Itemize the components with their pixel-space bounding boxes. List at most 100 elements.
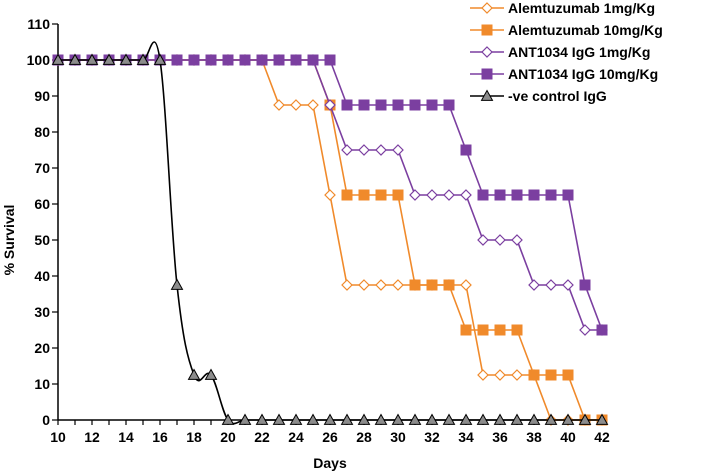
- y-tick-label: 90: [34, 88, 50, 104]
- data-point: [341, 144, 353, 156]
- data-point: [511, 324, 523, 336]
- legend-entry-1: Alemtuzumab 1mg/Kg: [470, 0, 655, 16]
- data-point: [544, 413, 558, 425]
- data-point: [425, 413, 439, 425]
- data-point: [527, 413, 541, 425]
- data-point: [392, 99, 404, 111]
- data-point: [460, 324, 472, 336]
- data-point: [442, 413, 456, 425]
- data-point: [493, 413, 507, 425]
- data-point: [511, 369, 523, 381]
- y-tick-label: 50: [34, 232, 50, 248]
- data-point: [375, 189, 387, 201]
- data-point: [374, 413, 388, 425]
- data-point: [238, 413, 252, 425]
- y-tick-label: 10: [34, 376, 50, 392]
- data-point: [307, 99, 319, 111]
- series-5: [51, 41, 609, 425]
- x-tick-label: 26: [322, 429, 338, 445]
- data-point: [324, 54, 336, 66]
- data-point: [409, 99, 421, 111]
- legend-entry-4: ANT1034 IgG 10mg/Kg: [470, 66, 658, 82]
- data-point: [494, 234, 506, 246]
- data-point: [392, 144, 404, 156]
- data-point: [409, 279, 421, 291]
- data-point: [460, 279, 472, 291]
- data-point: [68, 53, 82, 65]
- x-tick-label: 24: [288, 429, 304, 445]
- data-point: [170, 278, 184, 290]
- data-point: [375, 99, 387, 111]
- data-point: [290, 99, 302, 111]
- series-line: [58, 41, 602, 425]
- data-point: [375, 279, 387, 291]
- data-point: [511, 234, 523, 246]
- x-tick-label: 40: [560, 429, 576, 445]
- data-point: [562, 369, 574, 381]
- y-tick-label: 70: [34, 160, 50, 176]
- data-point: [477, 234, 489, 246]
- data-point: [426, 189, 438, 201]
- y-tick-label: 20: [34, 340, 50, 356]
- data-point: [324, 189, 336, 201]
- data-point: [595, 413, 609, 425]
- data-point: [340, 413, 354, 425]
- data-point: [341, 99, 353, 111]
- x-tick-label: 16: [152, 429, 168, 445]
- data-point: [562, 279, 574, 291]
- data-point: [579, 279, 591, 291]
- data-point: [528, 279, 540, 291]
- legend-label: Alemtuzumab 10mg/Kg: [508, 22, 663, 38]
- data-point: [460, 189, 472, 201]
- data-point: [188, 54, 200, 66]
- data-point: [307, 54, 319, 66]
- data-point: [408, 413, 422, 425]
- data-point: [358, 189, 370, 201]
- data-point: [443, 189, 455, 201]
- y-tick-label: 0: [42, 412, 50, 428]
- data-point: [221, 413, 235, 425]
- data-point: [579, 324, 591, 336]
- data-point: [443, 279, 455, 291]
- data-point: [272, 413, 286, 425]
- data-point: [187, 368, 201, 380]
- data-point: [476, 413, 490, 425]
- data-point: [528, 189, 540, 201]
- legend-entry-2: Alemtuzumab 10mg/Kg: [470, 22, 663, 38]
- data-point: [119, 53, 133, 65]
- data-point: [358, 279, 370, 291]
- data-point: [256, 54, 268, 66]
- data-point: [375, 144, 387, 156]
- legend-label: Alemtuzumab 1mg/Kg: [508, 0, 655, 16]
- x-tick-label: 34: [458, 429, 474, 445]
- data-point: [545, 369, 557, 381]
- data-point: [391, 413, 405, 425]
- data-point: [306, 413, 320, 425]
- x-tick-label: 32: [424, 429, 440, 445]
- data-point: [324, 99, 336, 111]
- y-tick-label: 110: [27, 16, 50, 32]
- x-axis-title: Days: [313, 455, 347, 471]
- series-layer: [51, 41, 609, 426]
- data-point: [341, 279, 353, 291]
- data-point: [171, 54, 183, 66]
- y-tick-label: 100: [27, 52, 51, 68]
- x-tick-label: 38: [526, 429, 542, 445]
- data-point: [477, 369, 489, 381]
- y-tick-label: 60: [34, 196, 50, 212]
- data-point: [358, 99, 370, 111]
- data-point: [545, 189, 557, 201]
- data-point: [205, 54, 217, 66]
- data-point: [273, 99, 285, 111]
- data-point: [392, 279, 404, 291]
- data-point: [273, 54, 285, 66]
- legend-marker: [481, 46, 493, 58]
- data-point: [459, 413, 473, 425]
- y-tick-label: 40: [34, 268, 50, 284]
- y-tick-label: 30: [34, 304, 50, 320]
- data-point: [562, 189, 574, 201]
- data-point: [426, 99, 438, 111]
- data-point: [494, 324, 506, 336]
- data-point: [85, 53, 99, 65]
